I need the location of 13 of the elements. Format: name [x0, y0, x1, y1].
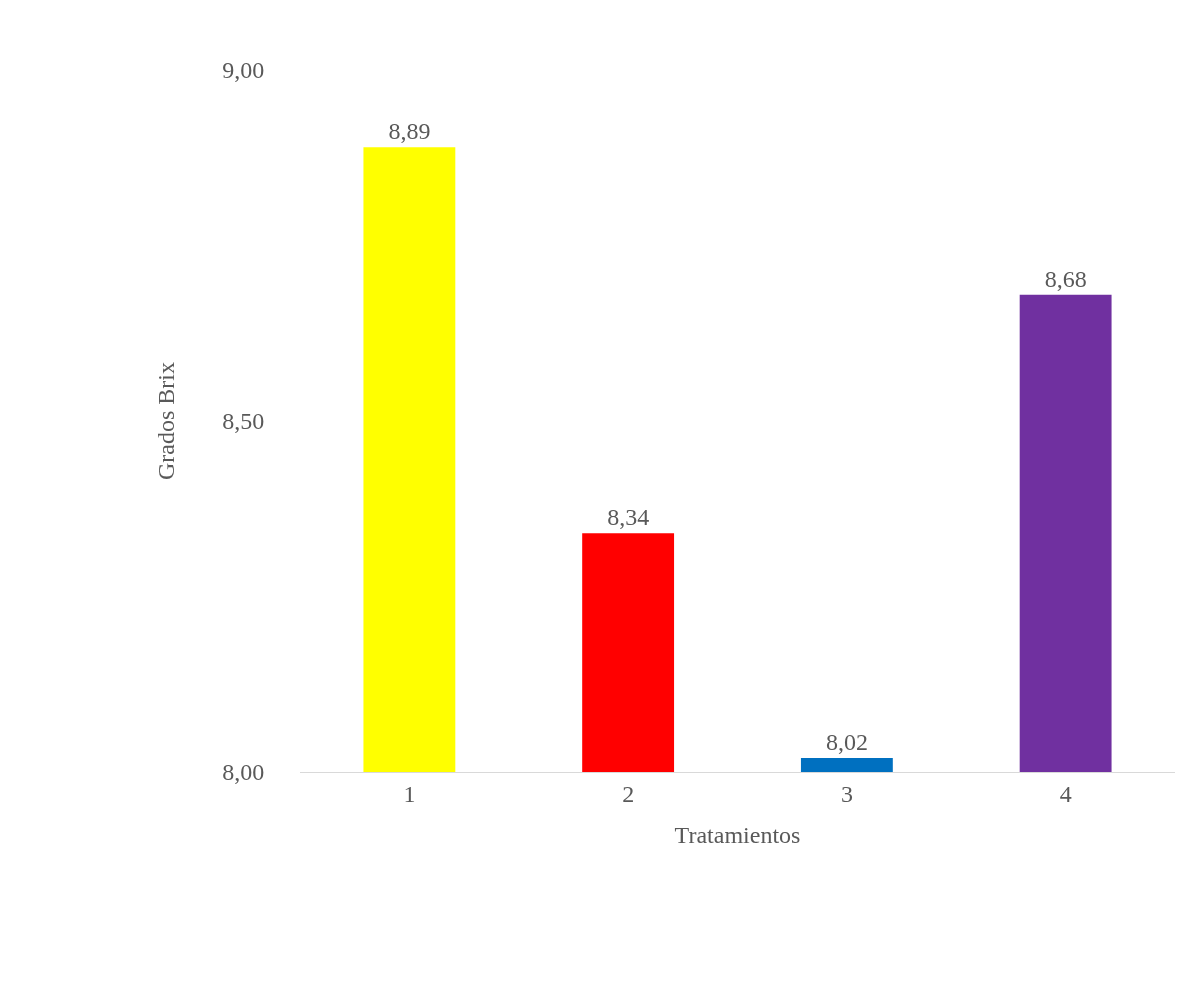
x-tick-label: 1: [403, 780, 416, 807]
data-label: 8,68: [1044, 265, 1087, 292]
x-axis-title: Tratamientos: [674, 822, 801, 849]
y-axis-title: Grados Brix: [153, 362, 180, 480]
y-tick-label: 8,50: [222, 408, 265, 435]
x-tick-label: 3: [840, 780, 853, 807]
x-tick-label: 2: [622, 780, 635, 807]
data-label: 8,02: [825, 728, 868, 755]
data-label: 8,89: [388, 118, 431, 145]
x-tick-label: 4: [1059, 780, 1072, 807]
data-label: 8,34: [607, 504, 650, 531]
y-tick-label: 8,00: [222, 759, 265, 786]
y-tick-label: 9,00: [222, 57, 265, 84]
